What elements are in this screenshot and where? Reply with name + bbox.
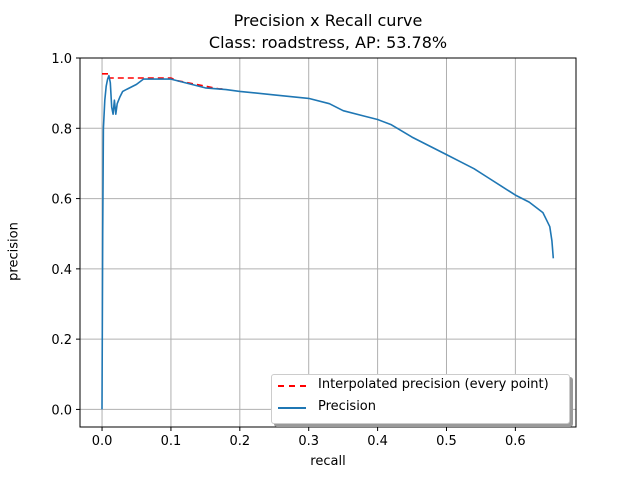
legend-entry-interpolated: Interpolated precision (every point): [272, 377, 569, 395]
x-tick-label: 0.1: [161, 434, 182, 449]
chart-subtitle: Class: roadstress, AP: 53.78%: [208, 33, 448, 52]
legend-label-precision: Precision: [318, 399, 377, 414]
y-tick-label: 0.2: [51, 333, 72, 348]
y-tick-label: 0.4: [51, 263, 72, 278]
legend-swatch-interpolated: [278, 385, 306, 387]
precision-line: [101, 74, 555, 410]
y-tick-label: 0.8: [51, 122, 72, 137]
plot-frame: [79, 57, 577, 428]
chart-title: Precision x Recall curve: [233, 11, 423, 30]
interpolated-precision-line: [102, 73, 226, 90]
legend-label-interpolated: Interpolated precision (every point): [318, 377, 549, 392]
x-tick-label: 0.0: [92, 434, 113, 449]
x-tick-label: 0.2: [229, 434, 250, 449]
y-tick-label: 0.0: [51, 403, 72, 418]
x-tick-label: 0.6: [505, 434, 526, 449]
y-tick-label: 0.6: [51, 193, 72, 208]
x-tick-label: 0.5: [436, 434, 457, 449]
y-tick-label: 1.0: [51, 52, 72, 67]
y-axis-title: precision: [6, 222, 22, 281]
x-tick-label: 0.4: [367, 434, 388, 449]
legend-swatch-precision: [278, 407, 306, 409]
legend: Interpolated precision (every point) Pre…: [271, 374, 570, 424]
x-tick-label: 0.3: [298, 434, 319, 449]
legend-entry-precision: Precision: [272, 399, 569, 417]
x-axis-title: recall: [310, 454, 346, 469]
